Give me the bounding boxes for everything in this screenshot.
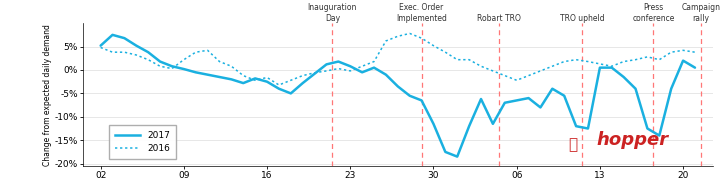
Text: Robart TRO: Robart TRO <box>477 14 521 23</box>
Text: Exec. Order
Implemented: Exec. Order Implemented <box>396 3 447 23</box>
Text: 🐇: 🐇 <box>568 137 577 152</box>
Text: Campaign
rally: Campaign rally <box>681 3 720 23</box>
Text: Press
conference: Press conference <box>632 3 675 23</box>
Text: TRO upheld: TRO upheld <box>559 14 604 23</box>
Text: Inauguration
Day: Inauguration Day <box>307 3 357 23</box>
Text: hopper: hopper <box>596 131 668 149</box>
Legend: 2017, 2016: 2017, 2016 <box>109 125 176 159</box>
Y-axis label: Change from expected daily demand: Change from expected daily demand <box>42 24 52 166</box>
